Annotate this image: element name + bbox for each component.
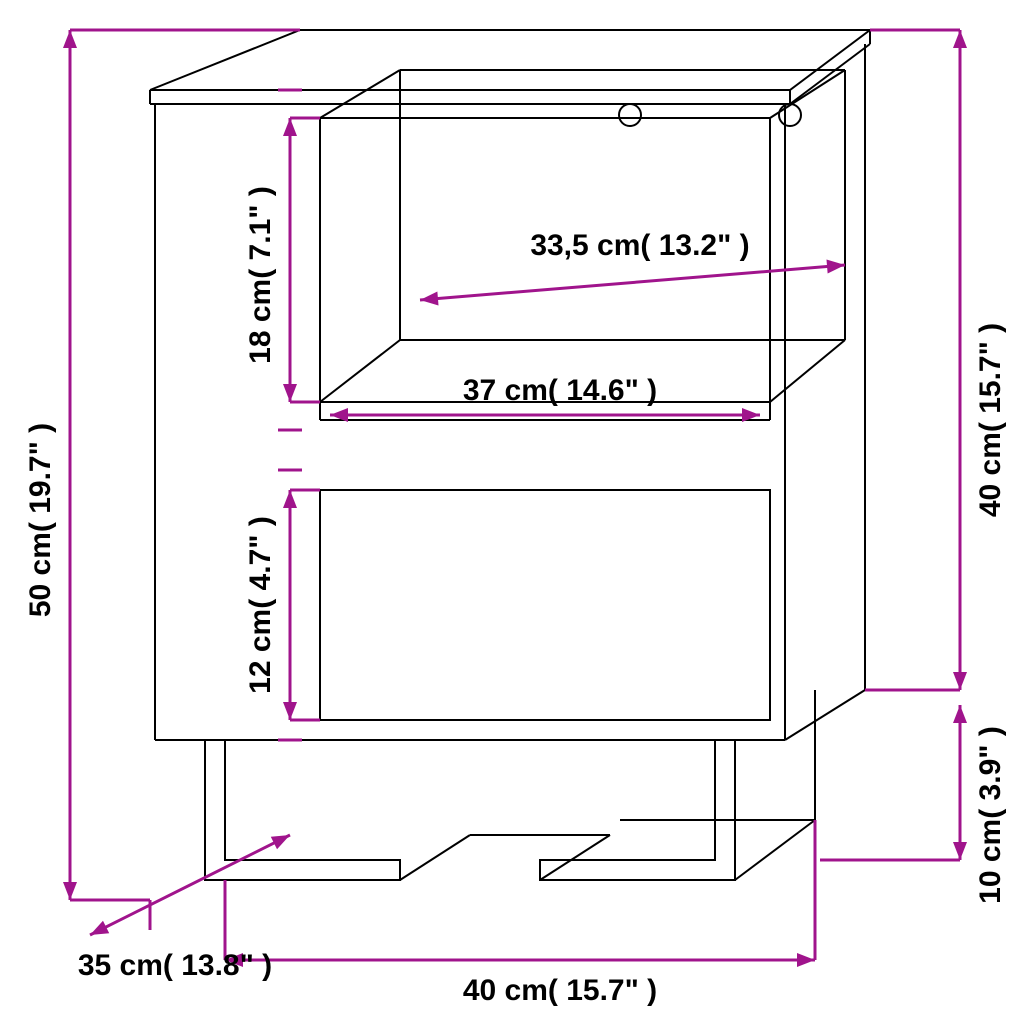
label-shelf-depth: 33,5 cm( 13.2" ): [530, 229, 749, 262]
label-total-height: 50 cm( 19.7" ): [24, 423, 57, 617]
label-width: 40 cm( 15.7" ): [463, 974, 657, 1007]
label-body-height: 40 cm( 15.7" ): [974, 323, 1007, 517]
label-leg-height: 10 cm( 3.9" ): [974, 726, 1007, 904]
label-depth: 35 cm( 13.8" ): [78, 949, 272, 982]
label-shelf-width: 37 cm( 14.6" ): [463, 374, 657, 407]
label-shelf-height: 18 cm( 7.1" ): [244, 186, 277, 364]
label-drawer-height: 12 cm( 4.7" ): [244, 516, 277, 694]
